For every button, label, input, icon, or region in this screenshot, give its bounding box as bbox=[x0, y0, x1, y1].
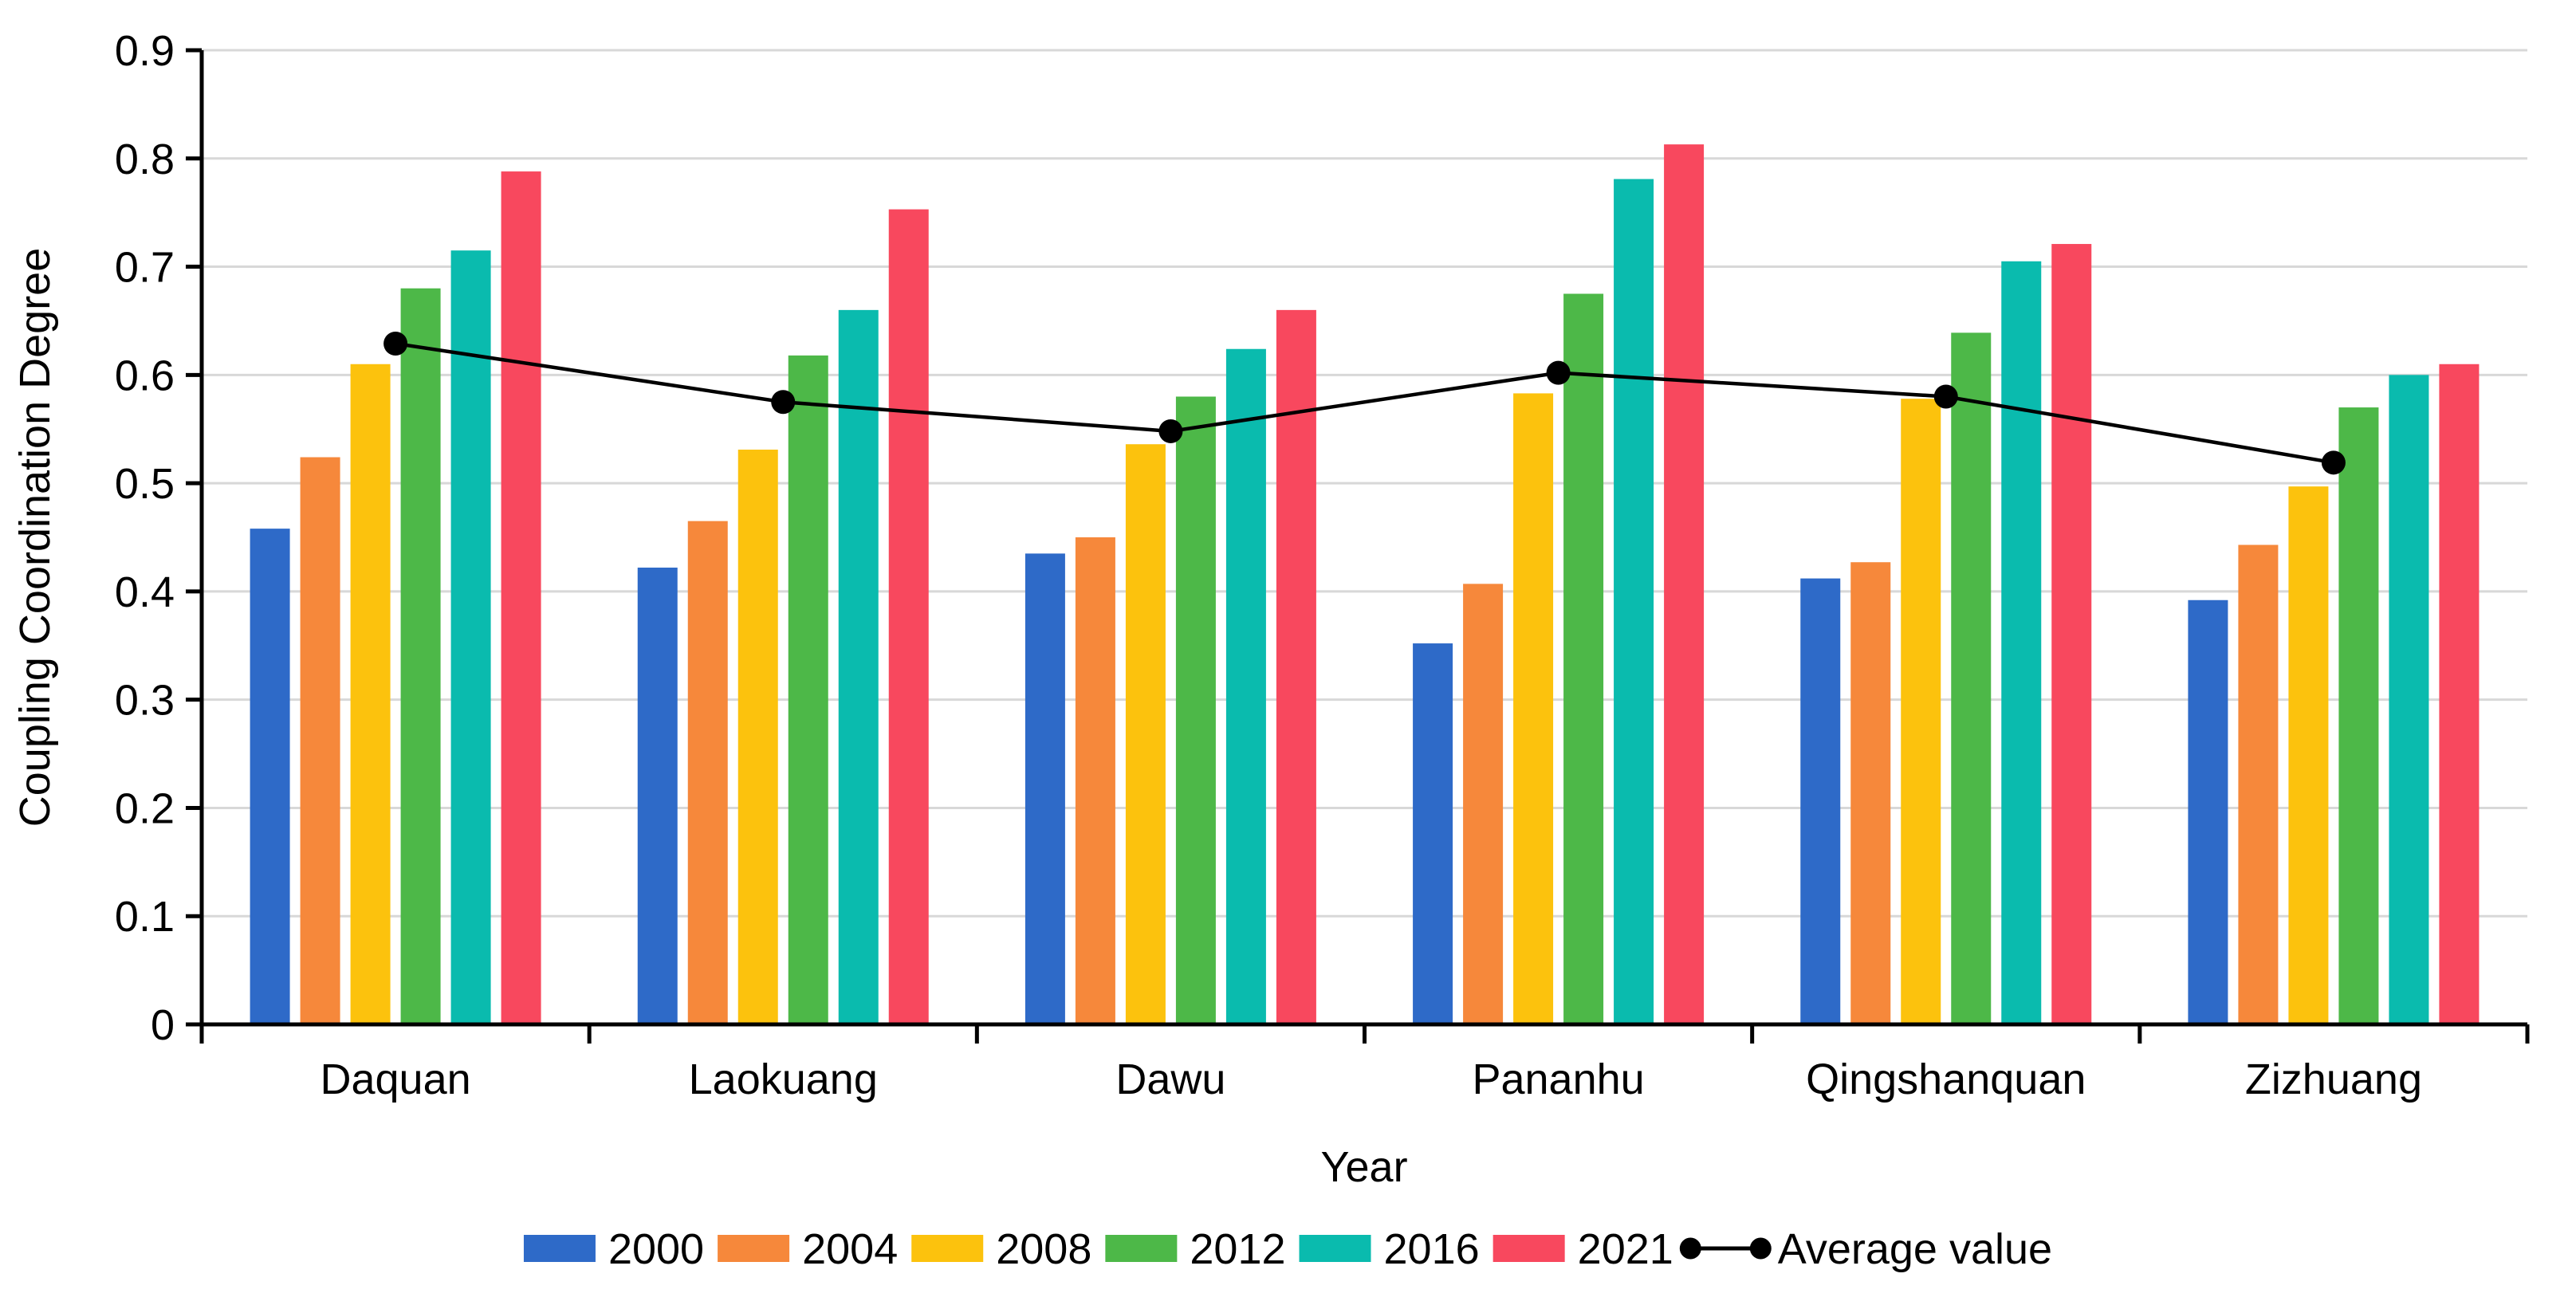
legend: 2000 2004 2008 2012 2016 2021 Average value bbox=[523, 1225, 2052, 1273]
bar bbox=[1025, 553, 1065, 1024]
average-point bbox=[2321, 450, 2346, 475]
legend-swatch bbox=[1493, 1235, 1565, 1262]
bar bbox=[501, 171, 541, 1025]
bar bbox=[250, 529, 290, 1024]
x-category-label: Daquan bbox=[320, 1055, 470, 1103]
bar bbox=[1614, 179, 1654, 1024]
bar bbox=[2288, 486, 2329, 1024]
bar bbox=[2001, 261, 2042, 1024]
bar bbox=[838, 309, 879, 1024]
legend-label: 2008 bbox=[996, 1225, 1091, 1273]
legend-swatch bbox=[523, 1235, 596, 1262]
legend-label: 2012 bbox=[1190, 1225, 1285, 1273]
bar bbox=[2238, 544, 2279, 1024]
legend-swatch bbox=[1299, 1235, 1371, 1262]
bar-layer bbox=[250, 144, 2480, 1025]
bar bbox=[1513, 393, 1554, 1025]
bar bbox=[1225, 348, 1266, 1024]
legend-label: 2016 bbox=[1384, 1225, 1480, 1273]
grid-layer bbox=[202, 49, 2527, 918]
average-point bbox=[1546, 360, 1571, 385]
bar bbox=[1125, 444, 1166, 1024]
bar bbox=[1276, 309, 1316, 1024]
bar bbox=[2439, 364, 2480, 1024]
average-line bbox=[395, 341, 2334, 465]
legend-average-label: Average value bbox=[1778, 1225, 2052, 1273]
x-category-label: Zizhuang bbox=[2245, 1055, 2422, 1103]
legend-swatch bbox=[718, 1235, 790, 1262]
bar bbox=[350, 364, 391, 1024]
bar bbox=[1901, 399, 1941, 1024]
y-tick-label: 0.6 bbox=[115, 352, 175, 399]
bar bbox=[1413, 643, 1453, 1024]
bar bbox=[1800, 578, 1841, 1024]
bar bbox=[2051, 244, 2092, 1024]
average-point bbox=[771, 390, 796, 415]
x-category-label: Laokuang bbox=[689, 1055, 878, 1103]
bar bbox=[300, 457, 340, 1024]
bar bbox=[888, 209, 929, 1024]
average-point bbox=[1933, 384, 1958, 409]
bar bbox=[1850, 562, 1891, 1024]
legend-swatch bbox=[1105, 1235, 1178, 1262]
average-point bbox=[383, 331, 408, 356]
bar bbox=[1664, 144, 1705, 1024]
bar bbox=[450, 250, 491, 1024]
bar bbox=[687, 521, 728, 1024]
average-line-layer bbox=[383, 331, 2346, 475]
y-tick-label: 0.4 bbox=[115, 568, 175, 616]
x-category-label: Pananhu bbox=[1472, 1055, 1644, 1103]
bar bbox=[1563, 293, 1604, 1024]
bar bbox=[788, 355, 828, 1025]
legend-label: 2021 bbox=[1578, 1225, 1673, 1273]
legend-label: 2000 bbox=[608, 1225, 704, 1273]
y-tick-label: 0.2 bbox=[115, 784, 175, 832]
legend-label: 2004 bbox=[802, 1225, 898, 1273]
bar bbox=[400, 288, 441, 1024]
y-tick-label: 0.7 bbox=[115, 244, 175, 292]
y-tick-label: 0.1 bbox=[115, 893, 175, 941]
bar bbox=[1175, 396, 1216, 1024]
y-tick-label: 0.3 bbox=[115, 677, 175, 725]
bar bbox=[1951, 332, 1992, 1024]
bar bbox=[737, 450, 778, 1024]
x-axis-title: Year bbox=[1320, 1143, 1407, 1191]
bar bbox=[637, 568, 678, 1024]
legend-average-dot-icon bbox=[1749, 1237, 1772, 1260]
bar bbox=[1075, 537, 1115, 1024]
x-category-label: Qingshanquan bbox=[1806, 1055, 2086, 1103]
y-tick-label: 0.5 bbox=[115, 460, 175, 508]
y-tick-label: 0.9 bbox=[115, 27, 175, 75]
axis-layer: 0 0.1 0.2 0.3 0.4 0.5 0.6 0.7 0.8 0.9 Daquan Laokua… bbox=[115, 27, 2530, 1103]
x-category-label: Dawu bbox=[1115, 1055, 1225, 1103]
y-axis-title: Coupling Coordination Degree bbox=[11, 248, 59, 827]
y-tick-label: 0 bbox=[151, 1001, 175, 1049]
bar bbox=[1463, 584, 1504, 1024]
legend-swatch bbox=[911, 1235, 984, 1262]
bar bbox=[2389, 375, 2429, 1024]
average-point bbox=[1158, 419, 1183, 443]
bar bbox=[2188, 599, 2228, 1024]
y-tick-label: 0.8 bbox=[115, 136, 175, 183]
bar bbox=[2338, 407, 2379, 1025]
